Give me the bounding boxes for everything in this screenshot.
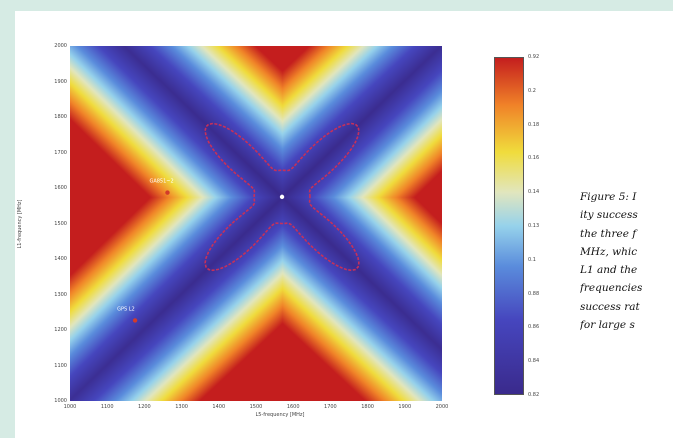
caption-line: L1 and the xyxy=(580,264,638,277)
x-tick-label: 2000 xyxy=(435,404,449,410)
x-tick-label: 1200 xyxy=(138,404,151,410)
frequency-point xyxy=(165,190,170,195)
x-tick-label: 1700 xyxy=(324,404,337,410)
caption-line: Figure 5: I xyxy=(580,191,637,203)
colorbar-tick-label: 0.13 xyxy=(528,223,540,229)
y-tick-label: 1400 xyxy=(54,256,67,262)
paper-page: GA851~2 GPS L2 1000 1100 1200 1300 1400 1500 16… xyxy=(15,11,673,438)
caption-line: success rat xyxy=(580,300,640,313)
x-tick-label: 1000 xyxy=(63,404,77,410)
x-tick-label: 1900 xyxy=(398,404,412,410)
heatmap-overlay: GA851~2 GPS L2 xyxy=(117,122,360,323)
colorbar-tick-label: 0.18 xyxy=(528,121,540,128)
x-tick-label: 1400 xyxy=(212,404,226,410)
colorbar-tick-label: 0.16 xyxy=(528,155,540,162)
y-tick-label: 1700 xyxy=(54,149,67,156)
colorbar-tick-label: 0.88 xyxy=(528,290,540,297)
y-tick-label: 2000 xyxy=(54,43,67,49)
colorbar-tick-label: 0.86 xyxy=(528,324,540,331)
caption-line: frequencies xyxy=(580,282,643,295)
colorbar-tick-label: 0.84 xyxy=(528,358,540,365)
heatmap-canvas xyxy=(70,46,442,401)
heatmap-plot: GA851~2 GPS L2 xyxy=(70,46,442,401)
contour-line xyxy=(204,122,360,272)
y-tick-label: 1900 xyxy=(54,78,67,85)
colorbar-tick-label: 0.82 xyxy=(528,392,540,398)
caption-line: for large s xyxy=(580,319,635,332)
colorbar-tick-label: 0.14 xyxy=(528,189,540,196)
frequency-point xyxy=(132,318,138,323)
colorbar-tick-label: 0.1 xyxy=(528,256,536,263)
x-tick-label: 1800 xyxy=(361,404,374,410)
figure-caption: Figure 5: I ity success the three f MHz,… xyxy=(580,188,673,334)
caption-line: MHz, whic xyxy=(580,245,638,258)
x-tick-label: 1500 xyxy=(249,404,263,410)
frequency-point xyxy=(279,194,285,200)
y-tick-label: 1100 xyxy=(54,362,67,369)
y-tick-label: 1500 xyxy=(54,220,67,227)
point-label: GPS L2 xyxy=(117,306,135,312)
colorbar-tick-label: 0.92 xyxy=(528,54,540,60)
x-tick-label: 1100 xyxy=(100,404,114,410)
x-tick-label: 1600 xyxy=(286,404,300,410)
caption-line: the three f xyxy=(580,227,637,240)
x-tick-label: 1300 xyxy=(175,404,188,410)
point-label: GA851~2 xyxy=(149,179,173,185)
colorbar xyxy=(494,57,524,395)
x-axis-label: L5-frequency [MHz] xyxy=(255,412,305,418)
y-tick-label: 1000 xyxy=(54,398,67,404)
y-tick-label: 1200 xyxy=(54,327,67,333)
caption-line: ity success xyxy=(580,209,638,222)
y-tick-label: 1600 xyxy=(54,185,67,191)
y-tick-label: 1800 xyxy=(54,114,67,120)
y-axis-label: L1-frequency [MHz] xyxy=(17,199,23,249)
y-tick-label: 1300 xyxy=(54,291,67,298)
colorbar-tick-label: 0.2 xyxy=(528,87,536,94)
